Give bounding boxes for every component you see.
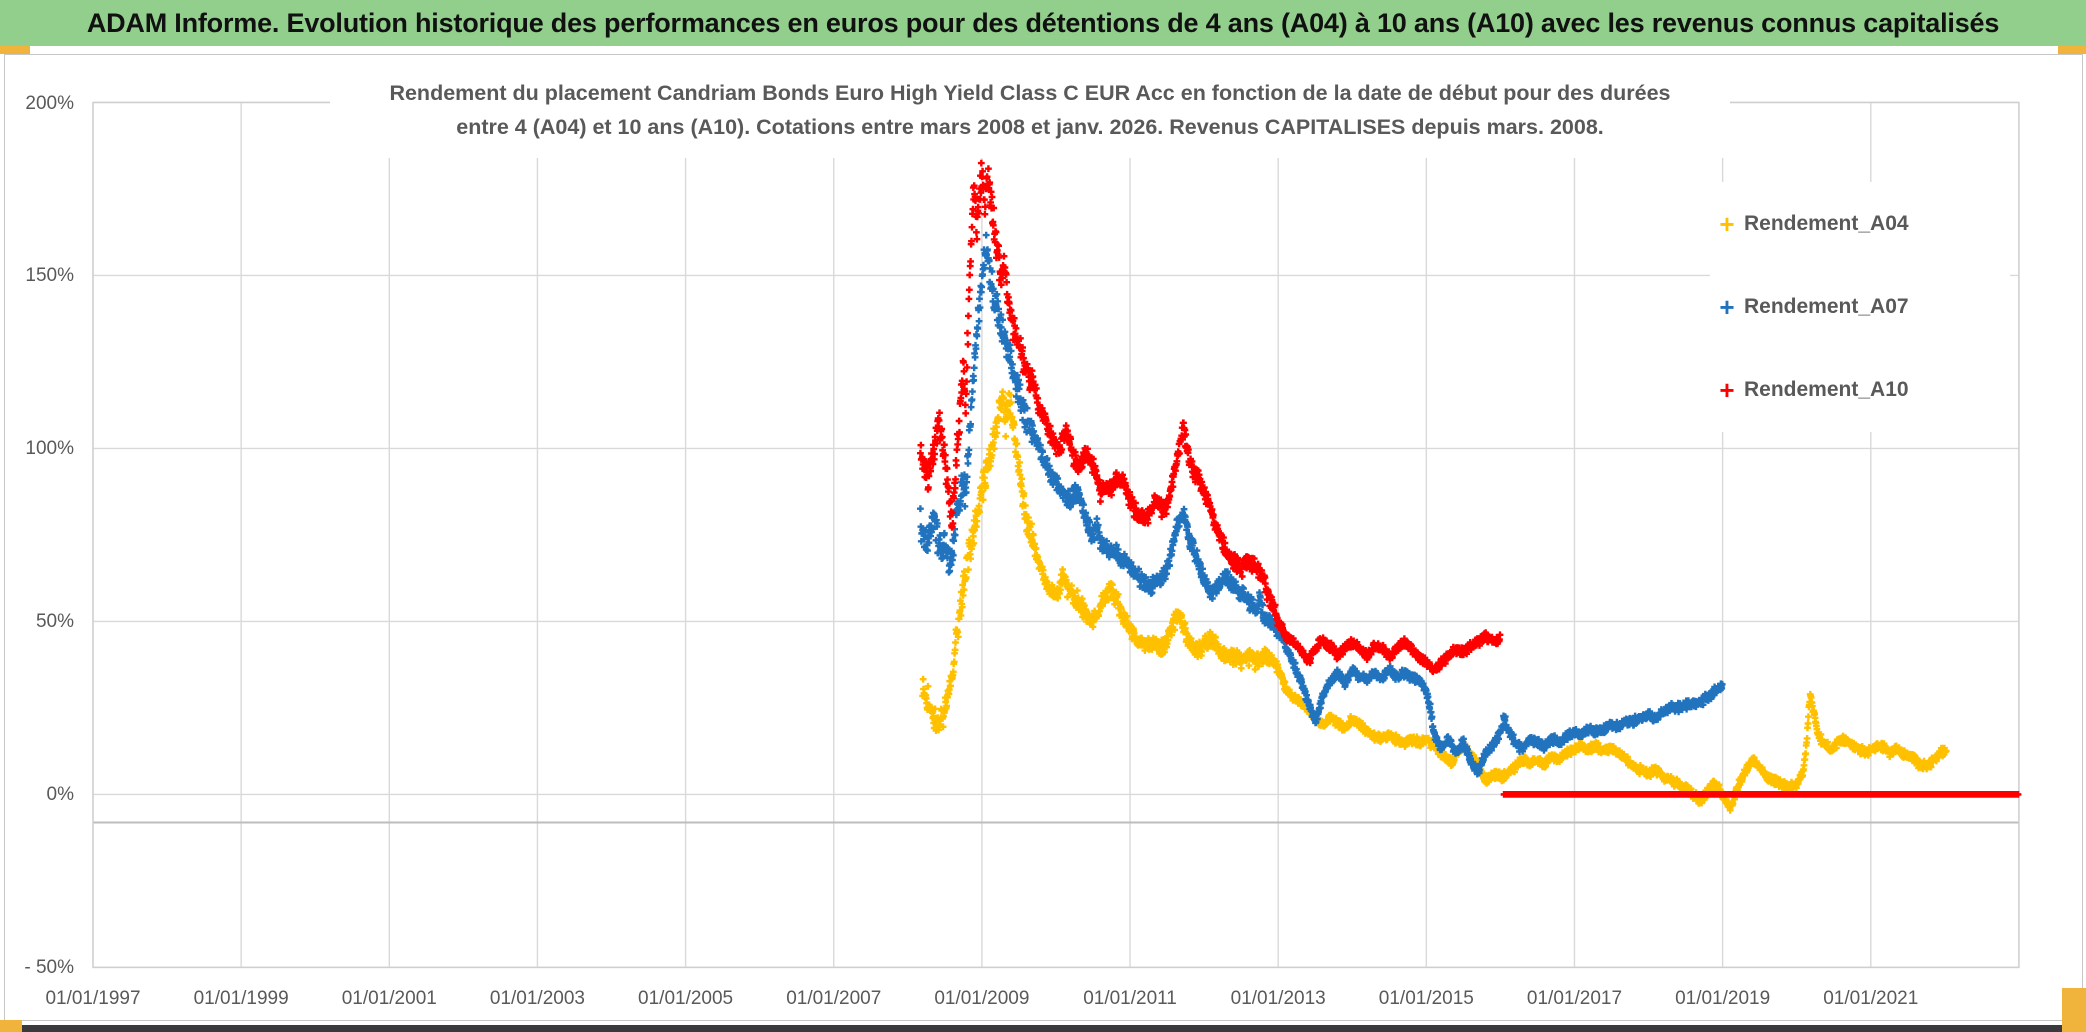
gold-accent-bottom-right: [2062, 988, 2086, 1032]
legend-item-a04[interactable]: + Rendement_A04: [1710, 182, 2010, 265]
x-axis-label: 01/01/2017: [1526, 988, 1623, 1009]
plus-marker-icon: +: [1719, 291, 1735, 322]
x-axis-label: 01/01/2019: [1675, 988, 1771, 1009]
gold-accent-top-right: [2058, 46, 2086, 54]
x-axis-label: 01/01/2003: [489, 988, 585, 1009]
x-axis-label: 01/01/2007: [786, 988, 882, 1009]
x-axis-label: 01/01/2005: [638, 988, 734, 1009]
series-rendement-a10: [917, 159, 1504, 675]
series-rendement-a10-zero-bar: [1500, 791, 2022, 798]
chart-title-line2: entre 4 (A04) et 10 ans (A10). Cotations…: [456, 115, 1604, 139]
legend-item-a10[interactable]: + Rendement_A10: [1710, 349, 2010, 432]
x-axis-label: 01/01/1997: [45, 988, 141, 1009]
x-axis-label: 01/01/1999: [193, 988, 289, 1009]
legend: + Rendement_A04 + Rendement_A07 + Rendem…: [1710, 182, 2010, 432]
bottom-edge-strip: [0, 1025, 2086, 1032]
y-axis-label: 0%: [46, 784, 74, 806]
gold-accent-top-left: [0, 46, 30, 54]
y-axis-label: - 50%: [24, 957, 74, 979]
plus-marker-icon: +: [1719, 375, 1735, 406]
legend-label: Rendement_A07: [1744, 294, 1909, 318]
y-axis-label: 200%: [25, 92, 74, 114]
plus-marker-icon: +: [1719, 208, 1735, 239]
series-rendement-a04: [919, 388, 1950, 814]
legend-label: Rendement_A04: [1744, 211, 1909, 235]
chart-title: Rendement du placement Candriam Bonds Eu…: [330, 70, 1730, 158]
data-series: [917, 159, 2022, 814]
x-axis-label: 01/01/2001: [341, 988, 437, 1009]
legend-item-a07[interactable]: + Rendement_A07: [1710, 265, 2010, 348]
x-axis-label: 01/01/2013: [1230, 988, 1326, 1009]
y-axis-label: 150%: [25, 265, 74, 287]
x-axis-label: 01/01/2021: [1823, 988, 1919, 1009]
banner-title-bar: ADAM Informe. Evolution historique des p…: [0, 0, 2086, 46]
y-axis-label: 100%: [25, 438, 74, 460]
gold-accent-bottom-left: [0, 1020, 22, 1032]
x-axis-label: 01/01/2015: [1378, 988, 1474, 1009]
series-rendement-a07: [917, 231, 1726, 778]
x-axis-label: 01/01/2009: [934, 988, 1030, 1009]
y-axis-label: 50%: [35, 611, 74, 633]
x-axis-label: 01/01/2011: [1083, 988, 1177, 1009]
banner-title: ADAM Informe. Evolution historique des p…: [86, 7, 2000, 38]
chart-title-line1: Rendement du placement Candriam Bonds Eu…: [389, 81, 1671, 105]
legend-label: Rendement_A10: [1744, 378, 1909, 402]
